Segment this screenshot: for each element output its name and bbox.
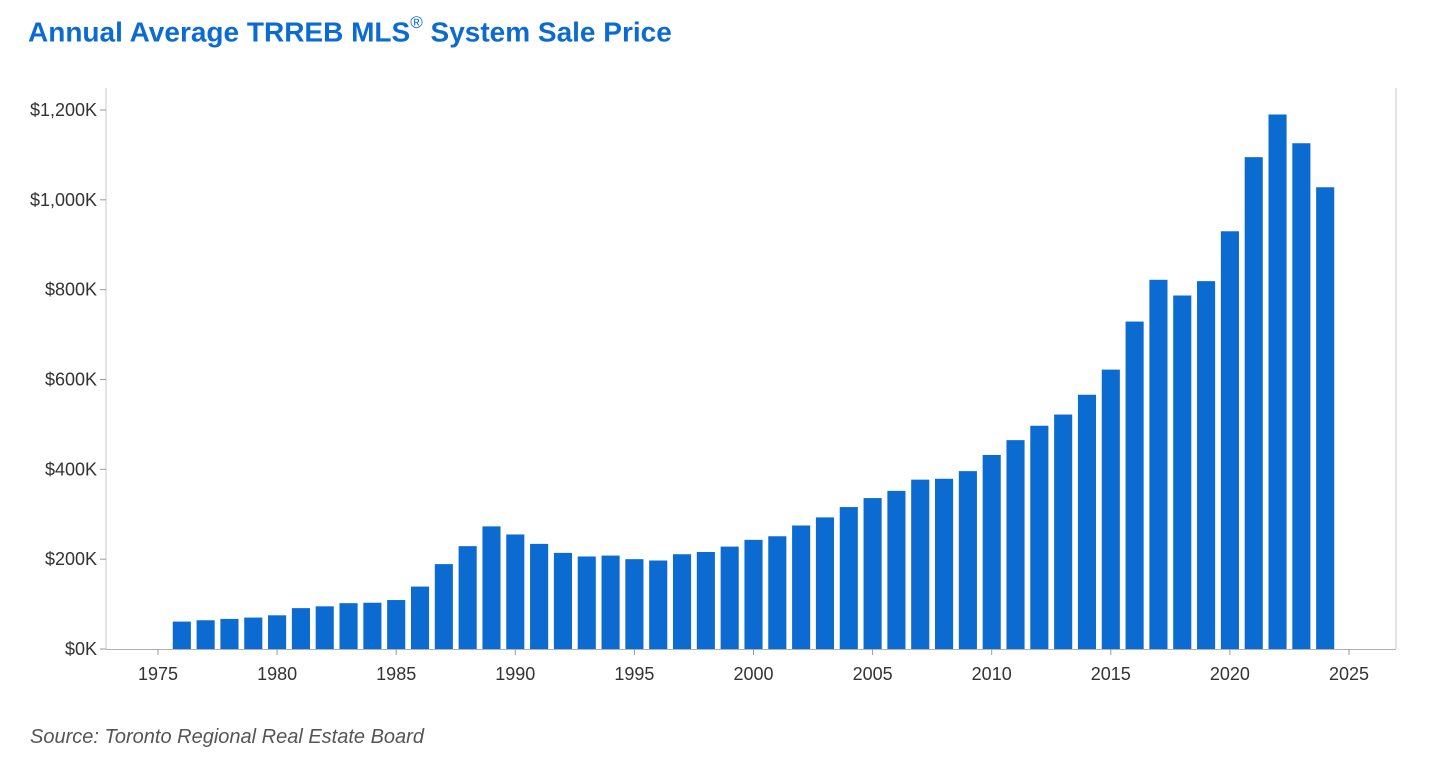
bar (744, 539, 763, 649)
bar (1125, 321, 1144, 649)
bar (1006, 440, 1025, 649)
bar (863, 498, 882, 649)
bar (601, 555, 620, 649)
bar (1101, 369, 1120, 649)
bar (1244, 157, 1263, 649)
plot-frame (105, 88, 1397, 650)
chart-title: Annual Average TRREB MLS® System Sale Pr… (28, 13, 672, 48)
bar (410, 586, 430, 649)
bar (506, 534, 525, 649)
x-tick-label: 2025 (1329, 664, 1369, 684)
x-tick-label: 2010 (972, 664, 1012, 684)
bar (553, 552, 572, 649)
bar (958, 471, 977, 649)
bar (196, 620, 215, 649)
x-tick-label: 1990 (495, 664, 535, 684)
bar (1149, 279, 1168, 649)
bar-series (172, 114, 1335, 650)
registered-mark: ® (410, 13, 423, 32)
bar (1197, 281, 1216, 649)
y-axis: $0K $200K $400K $600K $800K $1,000K $1,200K (30, 100, 106, 659)
x-tick-label: 2015 (1091, 664, 1131, 684)
bar (839, 507, 858, 649)
bar (1054, 414, 1073, 649)
x-tick-label: 1985 (376, 664, 416, 684)
bar (696, 551, 715, 649)
bar (1268, 114, 1287, 650)
bar (244, 617, 263, 649)
y-tick-label: $0K (65, 639, 97, 659)
x-tick-label: 2020 (1210, 664, 1250, 684)
bar (935, 478, 954, 649)
bar (792, 525, 811, 649)
y-tick-label: $1,200K (30, 100, 97, 120)
bar (625, 559, 644, 649)
bar (458, 546, 477, 649)
bar (315, 606, 334, 649)
bar (363, 602, 382, 649)
bar (720, 546, 739, 649)
bar (530, 543, 549, 649)
bar (672, 554, 692, 649)
bar (482, 526, 501, 649)
bar (649, 560, 668, 649)
bar (172, 621, 191, 649)
source-note: Source: Toronto Regional Real Estate Boa… (30, 726, 424, 748)
bar (1173, 295, 1192, 649)
y-tick-label: $600K (45, 370, 97, 390)
bar (1292, 143, 1311, 650)
bar (815, 517, 835, 649)
y-tick-label: $400K (45, 459, 97, 479)
x-tick-label: 2005 (853, 664, 893, 684)
bar (434, 564, 453, 649)
chart-title-text: Annual Average TRREB MLS (28, 16, 411, 48)
bar (1220, 231, 1239, 649)
bar (268, 615, 287, 649)
bar (982, 454, 1001, 649)
chart-title-suffix: System Sale Price (422, 16, 672, 48)
x-axis: 1975 1980 1985 1990 1995 2000 2005 2010 2015 2020… (138, 649, 1369, 684)
bar (339, 603, 358, 649)
y-tick-label: $1,000K (30, 190, 97, 210)
bar (220, 618, 239, 649)
x-tick-label: 1995 (614, 664, 654, 684)
bar (1316, 187, 1335, 649)
bar (577, 556, 596, 649)
bar (768, 536, 787, 649)
bar (387, 600, 406, 649)
x-tick-label: 1975 (138, 664, 178, 684)
x-tick-label: 1980 (257, 664, 297, 684)
bar (291, 608, 310, 649)
x-tick-label: 2000 (733, 664, 773, 684)
y-tick-label: $800K (45, 280, 97, 300)
bar (911, 479, 930, 649)
bar (887, 490, 906, 649)
bar (1077, 394, 1097, 649)
y-tick-label: $200K (45, 549, 97, 569)
bar (1030, 425, 1049, 649)
